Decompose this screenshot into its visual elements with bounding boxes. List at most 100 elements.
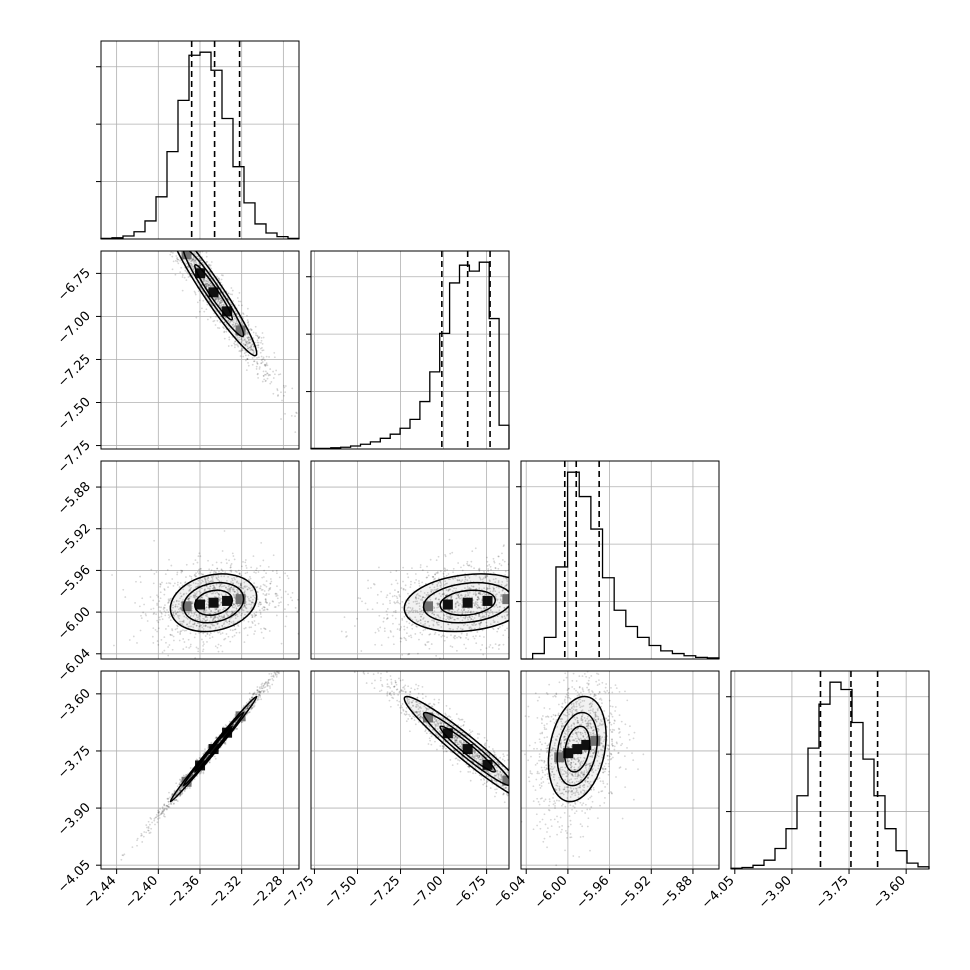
sample-point: [412, 601, 415, 603]
sample-point: [411, 608, 414, 611]
sample-point: [158, 616, 161, 619]
sample-point: [257, 690, 260, 693]
sample-point: [241, 339, 244, 342]
sample-point: [232, 323, 235, 326]
sample-point: [223, 742, 226, 745]
sample-point: [461, 629, 463, 631]
sample-point: [482, 615, 484, 618]
sample-point: [169, 582, 172, 585]
sample-point: [433, 588, 436, 591]
sample-point: [424, 596, 426, 599]
sample-point: [469, 616, 472, 619]
sample-point: [483, 606, 486, 609]
sample-point: [218, 297, 221, 300]
sample-point: [206, 641, 208, 643]
sample-point: [497, 567, 500, 570]
sample-point: [224, 316, 227, 319]
sample-point: [480, 588, 483, 591]
sample-point: [441, 589, 444, 592]
sample-point: [257, 698, 260, 701]
sample-point: [238, 572, 241, 575]
sample-point: [232, 582, 234, 585]
sample-point: [163, 813, 166, 816]
sample-point: [245, 607, 248, 610]
sample-point: [468, 564, 471, 567]
sample-point: [194, 618, 197, 621]
sample-point: [412, 609, 415, 612]
sample-point: [499, 595, 502, 598]
sample-point: [245, 702, 248, 704]
sample-point: [181, 246, 183, 248]
sample-point: [216, 567, 219, 570]
sample-point: [168, 582, 170, 584]
sample-point: [194, 242, 196, 244]
sample-point: [475, 593, 478, 596]
sample-point: [162, 240, 164, 242]
sample-point: [357, 597, 360, 599]
sample-point: [218, 596, 221, 599]
sample-point: [278, 576, 281, 579]
sample-point: [518, 584, 520, 586]
sample-point: [185, 279, 188, 282]
sample-point: [244, 343, 247, 346]
sample-point: [217, 298, 220, 301]
sample-point: [464, 617, 466, 620]
sample-point: [393, 610, 395, 613]
sample-point: [161, 810, 164, 813]
sample-point: [201, 620, 204, 622]
sample-point: [249, 346, 252, 349]
sample-point: [231, 612, 234, 614]
sample-point: [216, 326, 219, 329]
sample-point: [407, 592, 409, 595]
sample-point: [264, 598, 267, 601]
sample-point: [266, 377, 269, 380]
sample-point: [161, 651, 164, 654]
sample-point: [461, 611, 464, 613]
sample-point: [478, 623, 481, 625]
sample-point: [198, 632, 200, 634]
sample-point: [492, 578, 495, 581]
sample-point: [160, 812, 163, 815]
sample-point: [294, 606, 297, 609]
sample-point: [476, 598, 479, 601]
sample-point: [256, 361, 258, 363]
sample-point: [187, 265, 189, 268]
sample-point: [263, 569, 266, 572]
sample-point: [489, 587, 491, 590]
sample-point: [266, 682, 269, 685]
sample-point: [207, 661, 209, 663]
sample-point: [167, 654, 170, 657]
sample-point: [215, 608, 218, 611]
sample-point: [213, 587, 216, 590]
sample-point: [345, 635, 347, 638]
sample-point: [419, 622, 422, 625]
sample-point: [218, 631, 221, 633]
sample-point: [187, 625, 190, 628]
sample-point: [256, 339, 259, 342]
sample-point: [234, 570, 237, 573]
sample-point: [252, 331, 255, 334]
sample-point: [463, 609, 466, 612]
sample-point: [455, 597, 458, 600]
sample-point: [209, 632, 212, 634]
sample-point: [231, 305, 234, 307]
sample-point: [248, 626, 251, 629]
sample-point: [421, 633, 424, 636]
sample-point: [448, 627, 451, 630]
sample-point: [210, 267, 213, 270]
sample-point: [142, 835, 145, 838]
sample-point: [147, 825, 150, 828]
sample-point: [185, 646, 188, 648]
sample-point: [457, 617, 460, 620]
sample-point: [492, 589, 495, 592]
sample-point: [160, 611, 163, 614]
sample-point: [193, 262, 196, 264]
sample-point: [239, 584, 242, 587]
sample-point: [215, 315, 217, 318]
sample-point: [195, 592, 198, 595]
sample-point: [409, 610, 412, 613]
sample-point: [218, 278, 220, 281]
sample-point: [255, 368, 258, 370]
sample-point: [378, 566, 380, 569]
sample-point: [478, 626, 481, 629]
